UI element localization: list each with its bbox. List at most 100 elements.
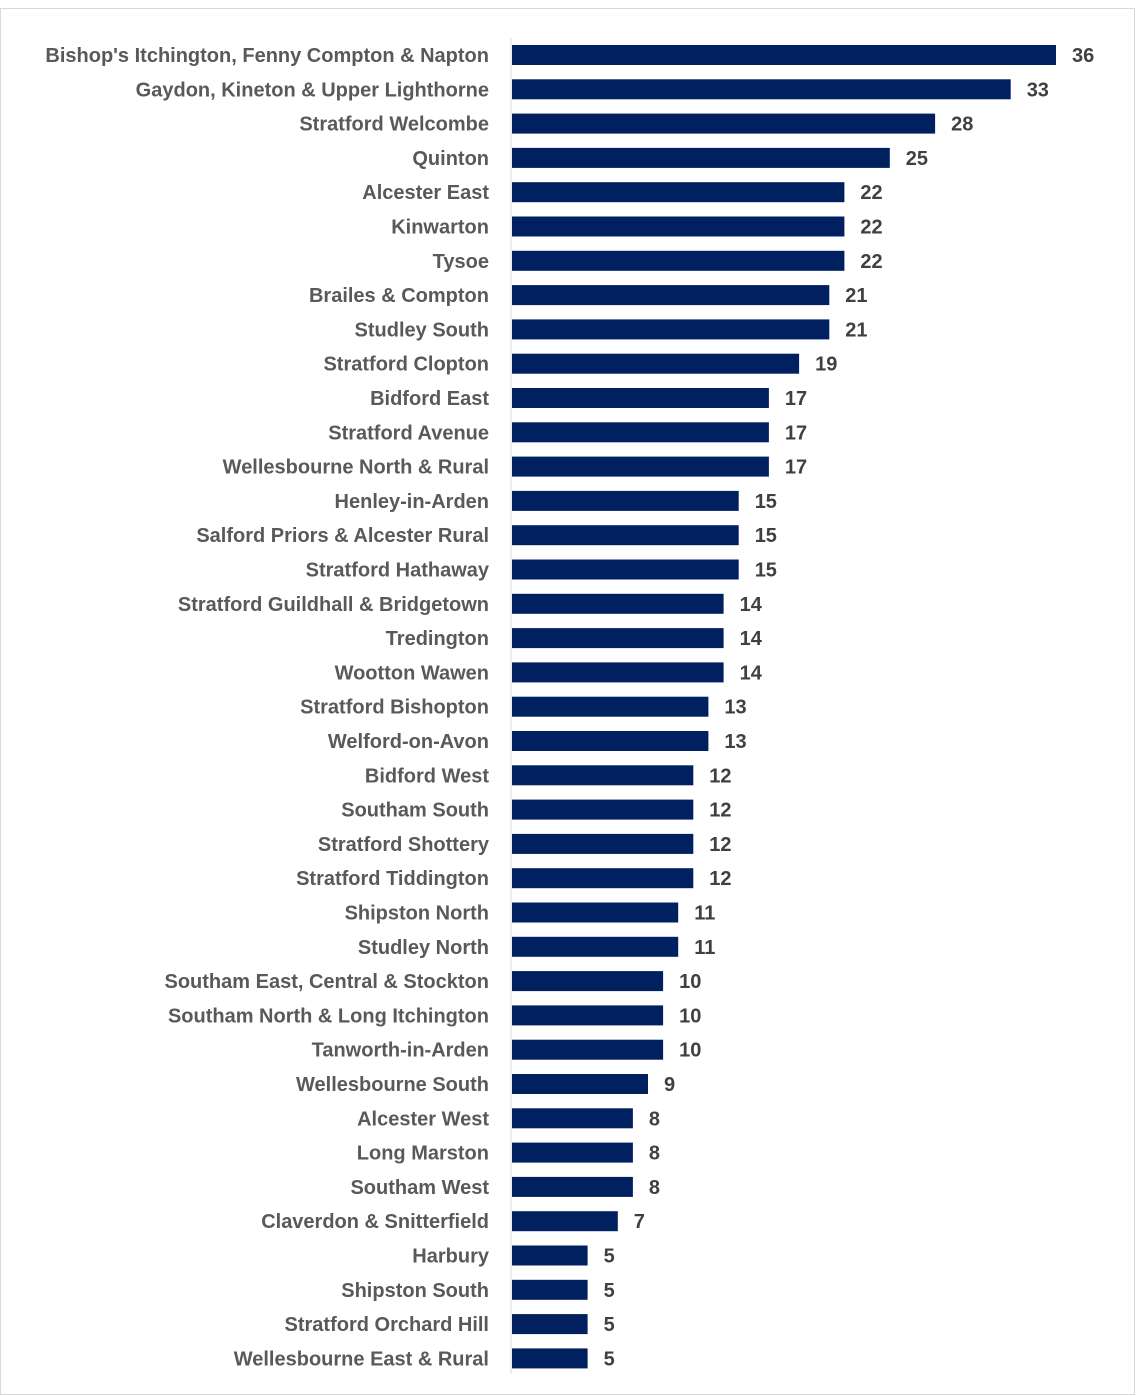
bar bbox=[512, 765, 694, 786]
bar bbox=[512, 1108, 633, 1129]
category-label: Wootton Wawen bbox=[335, 662, 489, 684]
data-label: 5 bbox=[604, 1348, 615, 1370]
bar bbox=[512, 1074, 648, 1094]
bar bbox=[512, 353, 800, 374]
data-label: 33 bbox=[1027, 79, 1049, 101]
bar bbox=[512, 1005, 664, 1026]
category-label: Quinton bbox=[412, 148, 489, 170]
category-label: Stratford Guildhall & Bridgetown bbox=[178, 594, 489, 616]
bar bbox=[512, 79, 1011, 100]
data-label: 15 bbox=[755, 560, 777, 582]
data-label: 21 bbox=[845, 285, 867, 307]
category-label: Stratford Shottery bbox=[318, 834, 490, 856]
category-label: Bidford East bbox=[370, 388, 489, 410]
data-label: 8 bbox=[649, 1143, 660, 1165]
data-label: 15 bbox=[755, 491, 777, 513]
category-label: Stratford Tiddington bbox=[296, 868, 489, 890]
category-label: Henley-in-Arden bbox=[335, 491, 489, 513]
data-label: 5 bbox=[604, 1246, 615, 1268]
bar bbox=[512, 799, 694, 820]
bar bbox=[512, 662, 724, 683]
category-label: Stratford Orchard Hill bbox=[285, 1314, 489, 1336]
data-label: 8 bbox=[649, 1177, 660, 1199]
bar bbox=[512, 525, 739, 546]
data-label: 7 bbox=[634, 1211, 645, 1233]
category-label: Southam North & Long Itchington bbox=[168, 1005, 489, 1027]
data-label: 14 bbox=[740, 628, 763, 650]
category-label: Shipston South bbox=[341, 1280, 489, 1302]
bar bbox=[512, 319, 830, 340]
data-label: 12 bbox=[709, 800, 731, 822]
category-label: Stratford Hathaway bbox=[306, 560, 490, 582]
bar bbox=[512, 731, 709, 751]
category-label: Southam East, Central & Stockton bbox=[165, 971, 490, 993]
category-label: Wellesbourne North & Rural bbox=[223, 457, 489, 479]
bar bbox=[512, 1279, 588, 1300]
bar bbox=[512, 490, 739, 511]
data-label: 13 bbox=[724, 731, 746, 753]
bar bbox=[512, 628, 724, 649]
data-label: 17 bbox=[785, 457, 807, 479]
bar bbox=[512, 388, 769, 408]
category-label: Gaydon, Kineton & Upper Lighthorne bbox=[136, 79, 489, 101]
data-label: 5 bbox=[604, 1280, 615, 1302]
data-label: 10 bbox=[679, 1005, 701, 1027]
data-label: 13 bbox=[724, 697, 746, 719]
data-label: 19 bbox=[815, 354, 837, 376]
bar bbox=[512, 45, 1056, 65]
data-label: 10 bbox=[679, 971, 701, 993]
bar bbox=[512, 216, 845, 237]
data-label: 5 bbox=[604, 1314, 615, 1336]
data-label: 22 bbox=[860, 251, 882, 273]
category-label: Studley North bbox=[358, 937, 489, 959]
category-label: Salford Priors & Alcester Rural bbox=[196, 525, 489, 547]
bar bbox=[512, 422, 769, 443]
category-label: Kinwarton bbox=[391, 217, 489, 239]
data-label: 15 bbox=[755, 525, 777, 547]
data-label: 17 bbox=[785, 422, 807, 444]
data-label: 12 bbox=[709, 834, 731, 856]
category-label: Stratford Avenue bbox=[328, 422, 489, 444]
category-label: Tysoe bbox=[433, 251, 489, 273]
category-label: Alcester West bbox=[357, 1108, 489, 1130]
bar bbox=[512, 1176, 633, 1197]
data-label: 17 bbox=[785, 388, 807, 410]
bar bbox=[512, 147, 890, 168]
bar bbox=[512, 1348, 588, 1369]
data-label: 10 bbox=[679, 1040, 701, 1062]
data-label: 22 bbox=[860, 182, 882, 204]
bar bbox=[512, 833, 694, 854]
bar bbox=[512, 250, 845, 271]
bar bbox=[512, 182, 845, 203]
bar bbox=[512, 971, 664, 992]
category-label: Bidford West bbox=[365, 765, 489, 787]
data-label: 36 bbox=[1072, 45, 1094, 67]
category-label: Long Marston bbox=[357, 1143, 489, 1165]
category-label: Tanworth-in-Arden bbox=[312, 1040, 489, 1062]
data-label: 12 bbox=[709, 868, 731, 890]
category-label: Stratford Bishopton bbox=[300, 697, 489, 719]
data-label: 11 bbox=[694, 937, 715, 959]
bar bbox=[512, 285, 830, 306]
bar bbox=[512, 868, 694, 889]
data-label: 11 bbox=[694, 903, 715, 925]
data-label: 22 bbox=[860, 217, 882, 239]
data-label: 28 bbox=[951, 114, 973, 136]
category-label: Brailes & Compton bbox=[309, 285, 489, 307]
bar bbox=[512, 1039, 664, 1060]
bar bbox=[512, 1245, 588, 1266]
category-label: Tredington bbox=[386, 628, 489, 650]
category-label: Shipston North bbox=[345, 903, 489, 925]
data-label: 9 bbox=[664, 1074, 675, 1096]
bar bbox=[512, 559, 739, 580]
category-label: Wellesbourne East & Rural bbox=[234, 1348, 489, 1370]
bar bbox=[512, 902, 679, 923]
data-label: 14 bbox=[740, 594, 763, 616]
category-label: Southam South bbox=[341, 800, 489, 822]
data-label: 12 bbox=[709, 765, 731, 787]
bar bbox=[512, 593, 724, 614]
bar bbox=[512, 1314, 588, 1335]
category-label: Stratford Welcombe bbox=[299, 114, 489, 136]
bar bbox=[512, 936, 679, 957]
category-label: Southam West bbox=[350, 1177, 489, 1199]
